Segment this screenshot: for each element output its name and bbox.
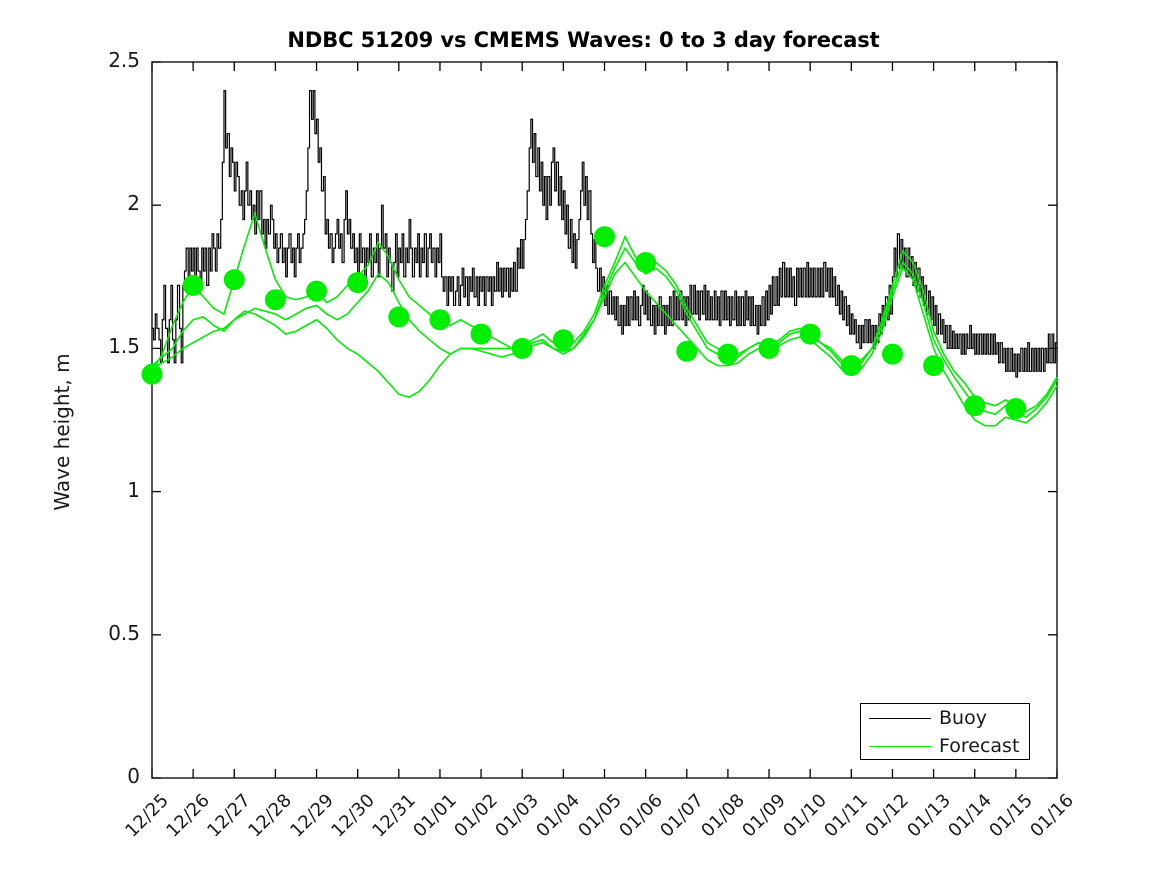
legend-label: Buoy (939, 707, 987, 729)
data-series-group (151, 90, 1058, 427)
chart-title: NDBC 51209 vs CMEMS Waves: 0 to 3 day fo… (287, 28, 880, 52)
legend-item[interactable]: Buoy (861, 705, 1029, 733)
forecast-marker-group (141, 226, 1027, 420)
legend-line-swatch (869, 746, 931, 747)
legend-item[interactable]: Forecast (861, 733, 1029, 761)
legend-line-swatch (869, 718, 931, 719)
y-tick-label: 2 (127, 191, 140, 216)
axis-ticks (151, 61, 1058, 779)
y-tick-label: 1 (127, 477, 140, 502)
y-tick-label: 2.5 (108, 48, 140, 72)
legend-label: Forecast (939, 735, 1020, 757)
y-tick-label: 0.5 (108, 620, 140, 645)
y-tick-label: 0 (127, 764, 140, 788)
axes-frame (151, 61, 1058, 779)
y-tick-label: 1.5 (108, 334, 140, 359)
chart-legend: Buoy Forecast (860, 703, 1030, 760)
